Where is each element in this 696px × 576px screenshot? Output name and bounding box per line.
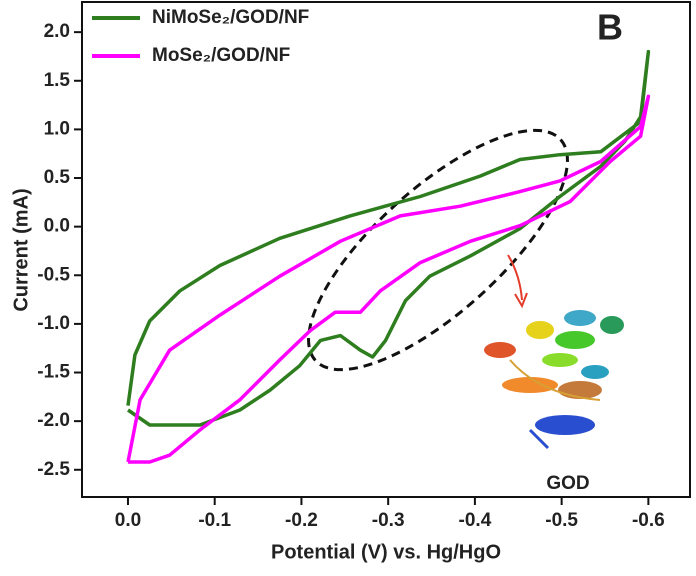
x-tick-label: 0.0 <box>115 510 141 531</box>
x-tick-label: -0.5 <box>545 510 578 531</box>
y-tick-label: 0.0 <box>44 216 70 237</box>
panel-label: B <box>597 7 623 48</box>
protein-illustration <box>484 310 624 450</box>
x-tick-label: -0.2 <box>285 510 318 531</box>
y-tick-label: -2.5 <box>37 459 70 480</box>
y-tick-label: -1.5 <box>37 362 70 383</box>
y-tick-label: 1.5 <box>44 70 71 91</box>
x-tick-label: -0.4 <box>459 510 492 531</box>
legend-label: MoSe₂/GOD/NF <box>152 45 290 66</box>
x-axis-label: Potential (V) vs. Hg/HgO <box>271 541 501 563</box>
y-tick-label: 2.0 <box>44 21 70 42</box>
x-tick-label: -0.6 <box>632 510 665 531</box>
y-tick-label: 0.5 <box>44 167 71 188</box>
y-tick-label: -2.0 <box>37 410 70 431</box>
legend-label: NiMoSe₂/GOD/NF <box>152 7 309 28</box>
x-tick-label: -0.3 <box>372 510 405 531</box>
cv-curve <box>126 49 651 427</box>
y-tick-label: -1.0 <box>37 313 70 334</box>
cv-curve <box>126 94 651 464</box>
annotation: GOD <box>546 473 589 494</box>
plot-frame <box>81 1 691 498</box>
y-tick-label: 1.0 <box>44 118 70 139</box>
arrow-head <box>514 292 528 309</box>
arrow <box>507 254 523 301</box>
x-tick-label: -0.1 <box>198 510 231 531</box>
y-axis-label: Current (mA) <box>10 188 32 311</box>
y-tick-label: -0.5 <box>37 264 70 285</box>
